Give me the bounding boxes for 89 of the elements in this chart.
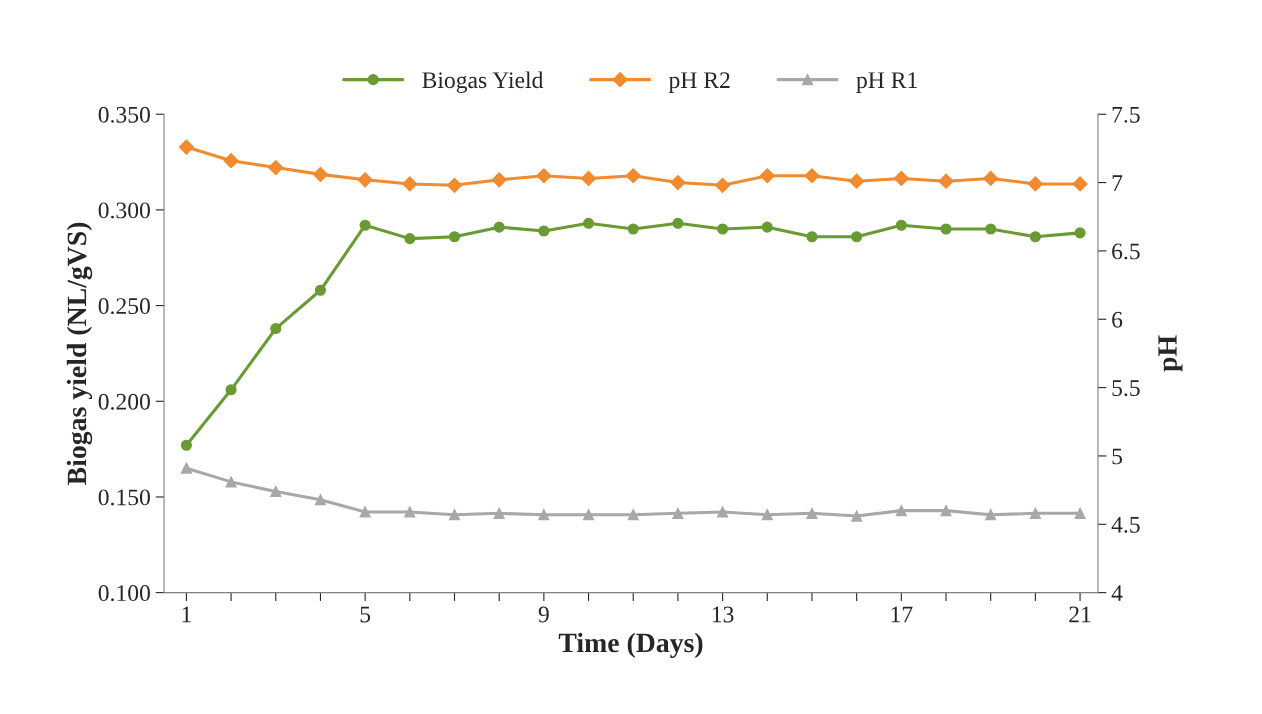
point (448, 231, 461, 243)
y-tick-label: 0.100 (98, 585, 150, 602)
y-tick-label: 0.350 (98, 106, 150, 123)
point (180, 439, 192, 451)
point (359, 219, 371, 231)
point (314, 494, 327, 506)
point (759, 168, 775, 184)
point (582, 509, 595, 521)
legend-label: pH R2 (668, 72, 730, 93)
point (536, 168, 552, 184)
point (893, 170, 909, 187)
y2-tick-label: 6.5 (1112, 243, 1140, 260)
x-tick-label: 21 (1069, 606, 1091, 623)
point (895, 505, 907, 517)
point (178, 139, 194, 155)
legend-label: pH R1 (856, 72, 917, 93)
point (761, 509, 773, 521)
point (1072, 176, 1088, 192)
point (625, 168, 641, 184)
point (538, 225, 550, 237)
point (270, 485, 282, 498)
x-tick-label: 17 (891, 606, 913, 623)
legend-label: Biogas Yield (422, 71, 544, 93)
point (493, 221, 505, 233)
point (448, 509, 461, 521)
x-tick-label: 13 (712, 606, 734, 623)
point (938, 173, 954, 189)
point (895, 219, 907, 231)
point (940, 223, 952, 235)
point (806, 231, 818, 243)
y-tick-label: 0.250 (98, 298, 150, 315)
y-tick-label: 0.300 (98, 202, 150, 219)
point (268, 159, 284, 176)
point (670, 175, 686, 191)
y2-tick-label: 4.5 (1111, 516, 1140, 533)
y2-tick-label: 5.5 (1112, 380, 1140, 397)
y2-tick-label: 4 (1111, 585, 1123, 601)
x-tick-label: 5 (360, 606, 371, 623)
y-tick-label: 0.150 (98, 489, 150, 506)
point (491, 172, 507, 188)
point (1029, 507, 1041, 519)
point (1074, 507, 1086, 519)
x-axis-title: Time (Days) (558, 632, 703, 659)
point (180, 462, 192, 474)
point (446, 177, 463, 193)
point (1074, 227, 1086, 239)
x-tick-label: 9 (538, 606, 549, 623)
point (804, 168, 820, 184)
point (717, 223, 729, 235)
point (940, 505, 952, 517)
point (761, 221, 773, 233)
y2-tick-label: 6 (1112, 311, 1123, 328)
point (312, 166, 329, 182)
x-tick-label: 1 (182, 606, 191, 623)
point (580, 170, 597, 187)
y2-axis-title: pH (1158, 335, 1183, 372)
y2-tick-label: 7.5 (1112, 106, 1140, 123)
y-axis-title: Biogas yield (NL/gVS) (66, 222, 93, 485)
point (357, 172, 373, 188)
point (493, 507, 505, 519)
point (404, 233, 416, 245)
point (538, 509, 550, 521)
point (270, 322, 282, 335)
point (225, 384, 237, 396)
y2-tick-label: 7 (1112, 175, 1123, 191)
point (672, 217, 684, 229)
point (627, 223, 639, 235)
point (849, 173, 865, 189)
point (1027, 176, 1043, 192)
point (717, 506, 729, 518)
point (985, 223, 997, 235)
y-tick-label: 0.200 (98, 393, 150, 410)
point (851, 231, 863, 243)
point (359, 506, 371, 518)
point (404, 506, 416, 518)
point (672, 507, 684, 519)
point (582, 217, 595, 229)
point (715, 177, 731, 193)
point (985, 509, 997, 521)
point (983, 170, 999, 187)
point (314, 284, 327, 296)
point (1029, 231, 1041, 243)
point (627, 509, 639, 521)
point (223, 153, 239, 169)
point (225, 476, 237, 488)
point (851, 510, 863, 522)
point (402, 176, 418, 192)
point (806, 507, 818, 519)
y2-tick-label: 5 (1112, 448, 1123, 465)
